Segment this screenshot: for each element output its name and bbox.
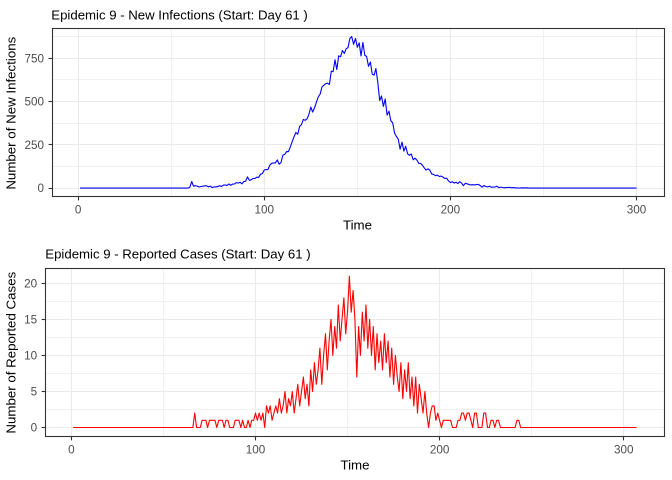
svg-text:15: 15 [24,314,38,327]
svg-text:Epidemic 9 - Reported Cases (S: Epidemic 9 - Reported Cases (Start: Day … [45,246,310,261]
svg-text:0: 0 [37,182,44,195]
svg-text:500: 500 [24,96,44,109]
svg-text:100: 100 [254,204,274,217]
svg-text:Time: Time [340,457,369,472]
svg-text:20: 20 [24,278,38,291]
svg-text:0: 0 [68,444,75,457]
svg-text:10: 10 [24,350,38,363]
svg-text:200: 200 [441,204,461,217]
svg-text:Epidemic 9 - New Infections (S: Epidemic 9 - New Infections (Start: Day … [51,7,308,22]
svg-text:Time: Time [343,217,372,232]
svg-text:300: 300 [614,444,634,457]
svg-text:Number of Reported Cases: Number of Reported Cases [4,271,19,433]
svg-text:300: 300 [627,204,647,217]
svg-text:Number of New Infections: Number of New Infections [4,36,19,189]
svg-text:5: 5 [31,386,38,399]
svg-text:0: 0 [31,422,38,435]
svg-text:250: 250 [24,139,44,152]
svg-text:750: 750 [24,52,44,65]
svg-text:200: 200 [430,444,450,457]
svg-text:100: 100 [246,444,266,457]
svg-text:0: 0 [75,204,82,217]
